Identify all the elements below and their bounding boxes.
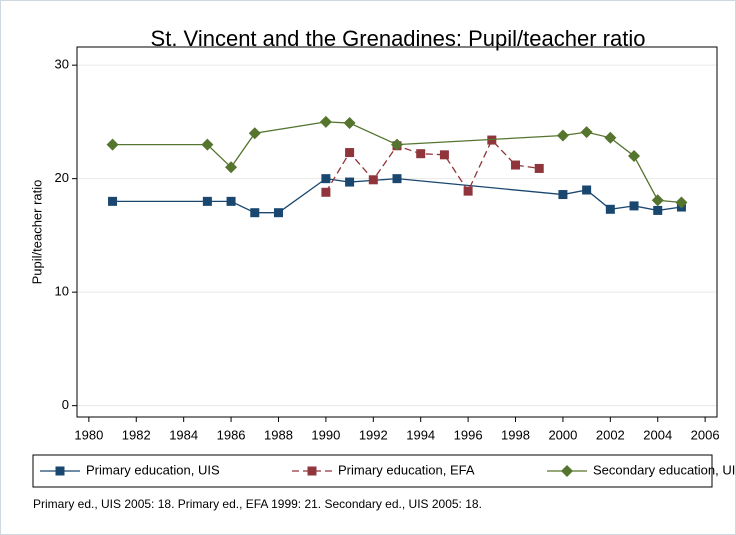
series-line: [325, 138, 540, 193]
marker: [651, 194, 664, 207]
marker: [628, 149, 641, 162]
y-tick-label: 30: [55, 57, 69, 72]
x-tick-label: 2002: [596, 427, 625, 442]
marker: [580, 126, 593, 139]
x-tick-label: 1988: [264, 427, 293, 442]
x-tick-label: 1998: [501, 427, 530, 442]
x-tick-label: 1986: [217, 427, 246, 442]
y-tick-label: 10: [55, 284, 69, 299]
marker: [248, 127, 261, 140]
marker: [604, 131, 617, 144]
legend-label: Primary education, UIS: [86, 462, 220, 477]
marker: [307, 466, 317, 476]
y-tick-label: 0: [62, 397, 69, 412]
y-axis-label: Pupil/teacher ratio: [29, 180, 44, 285]
x-tick-label: 2004: [643, 427, 672, 442]
legend-box: [32, 454, 713, 488]
marker: [561, 465, 573, 477]
marker: [55, 466, 65, 476]
marker: [392, 174, 402, 184]
marker: [201, 138, 214, 151]
marker: [605, 204, 615, 214]
x-tick-label: 1992: [359, 427, 388, 442]
x-tick-label: 1982: [122, 427, 151, 442]
marker: [439, 150, 449, 160]
marker: [319, 115, 332, 128]
x-tick-label: 2006: [691, 427, 720, 442]
marker: [511, 160, 521, 170]
x-tick-label: 1984: [169, 427, 198, 442]
y-tick-label: 20: [55, 170, 69, 185]
legend-label: Primary education, EFA: [338, 462, 475, 477]
marker: [321, 174, 331, 184]
marker: [416, 149, 426, 159]
x-tick-label: 1996: [454, 427, 483, 442]
marker: [558, 190, 568, 200]
plot-frame: [76, 46, 718, 418]
marker: [273, 208, 283, 218]
marker: [343, 117, 356, 130]
marker: [225, 161, 238, 174]
marker: [556, 129, 569, 142]
marker: [345, 148, 355, 158]
marker: [391, 138, 403, 151]
x-tick-label: 1994: [406, 427, 435, 442]
x-tick-label: 1980: [74, 427, 103, 442]
legend-label: Secondary education, UIS: [593, 462, 736, 477]
marker: [345, 177, 355, 187]
marker: [629, 201, 639, 211]
note: Primary ed., UIS 2005: 18. Primary ed., …: [33, 497, 482, 511]
marker: [675, 196, 688, 209]
marker: [463, 186, 473, 196]
marker: [106, 138, 119, 151]
marker: [108, 196, 118, 206]
marker: [226, 196, 236, 206]
marker: [582, 185, 592, 195]
marker: [653, 205, 663, 215]
x-tick-label: 2000: [548, 427, 577, 442]
marker: [250, 208, 260, 218]
marker: [202, 196, 212, 206]
marker: [534, 163, 544, 173]
marker: [321, 187, 331, 197]
x-tick-label: 1990: [311, 427, 340, 442]
marker: [368, 175, 378, 185]
